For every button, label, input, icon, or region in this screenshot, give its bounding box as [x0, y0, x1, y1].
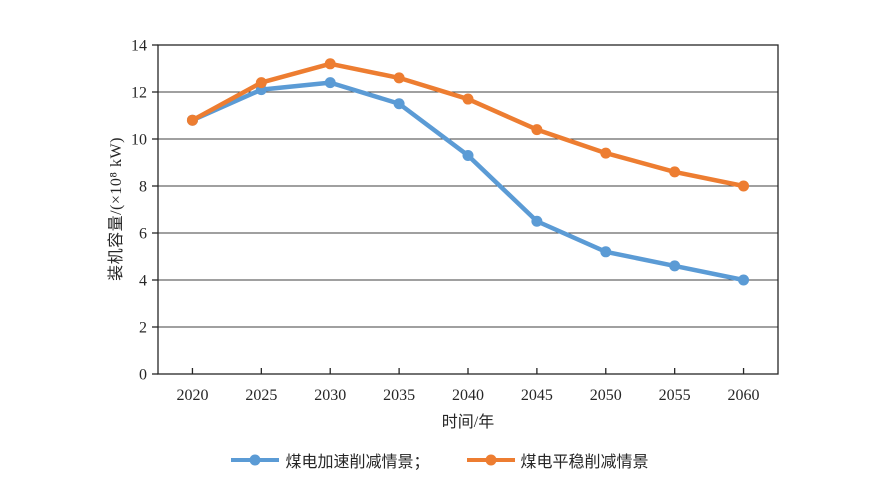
data-point-steady-reduction: [462, 93, 474, 105]
data-point-steady-reduction: [669, 166, 681, 178]
series-line-accelerated-reduction: [190, 80, 746, 283]
data-point-accelerated-reduction: [669, 260, 681, 272]
legend-swatch-orange: [466, 454, 515, 466]
x-tick-label: 2030: [314, 387, 346, 404]
plot-area: 0 2 4 6 8 10 12 14 2020 2025 2030 2035 2040 2045 2050 2…: [131, 38, 779, 404]
data-point-accelerated-reduction: [738, 274, 750, 286]
legend-circle-marker-icon: [249, 454, 261, 466]
data-point-steady-reduction: [600, 147, 612, 159]
y-tick-label: 4: [139, 273, 147, 290]
x-tick-label: 2020: [176, 387, 208, 404]
data-point-steady-reduction: [738, 180, 750, 192]
x-tick-label: 2055: [659, 387, 691, 404]
x-tick-label: 2060: [728, 387, 760, 404]
y-tick-label: 14: [131, 38, 147, 55]
data-point-accelerated-reduction: [462, 149, 474, 161]
y-tick-label: 2: [139, 320, 147, 337]
legend-label-accelerated-reduction: 煤电加速削减情景；: [285, 454, 430, 471]
legend-item-steady-reduction: 煤电平稳削减情景: [466, 448, 649, 472]
legend-circle-marker-icon: [485, 454, 496, 466]
x-tick-label: 2050: [590, 387, 622, 404]
legend: 煤电加速削减情景； 煤电平稳削减情景: [0, 448, 879, 472]
x-tick-label: 2045: [521, 387, 553, 404]
data-point-steady-reduction: [531, 124, 543, 136]
data-point-accelerated-reduction: [324, 77, 336, 89]
y-tick-label: 6: [139, 226, 147, 243]
x-axis-title: 时间/年: [441, 414, 495, 431]
y-tick-label: 0: [139, 367, 147, 384]
data-point-accelerated-reduction: [531, 215, 543, 227]
x-tick-label: 2035: [383, 387, 415, 404]
y-axis-title: 装机容量/(×10⁸ kW): [108, 137, 125, 281]
data-point-steady-reduction: [186, 114, 198, 126]
data-point-steady-reduction: [324, 58, 336, 70]
legend-swatch-blue: [231, 454, 280, 466]
y-tick-label: 8: [139, 179, 147, 196]
x-tick-label: 2040: [452, 387, 484, 404]
data-point-steady-reduction: [393, 72, 405, 84]
x-tick-label: 2025: [245, 387, 277, 404]
data-point-accelerated-reduction: [393, 98, 405, 110]
legend-label-steady-reduction: 煤电平稳削减情景: [520, 454, 649, 471]
series-line-steady-reduction: [190, 61, 746, 189]
y-tick-label: 12: [131, 85, 147, 102]
legend-item-accelerated-reduction: 煤电加速削减情景；: [230, 448, 430, 472]
data-point-steady-reduction: [255, 77, 267, 89]
y-tick-label: 10: [131, 132, 147, 149]
data-point-accelerated-reduction: [600, 246, 612, 258]
